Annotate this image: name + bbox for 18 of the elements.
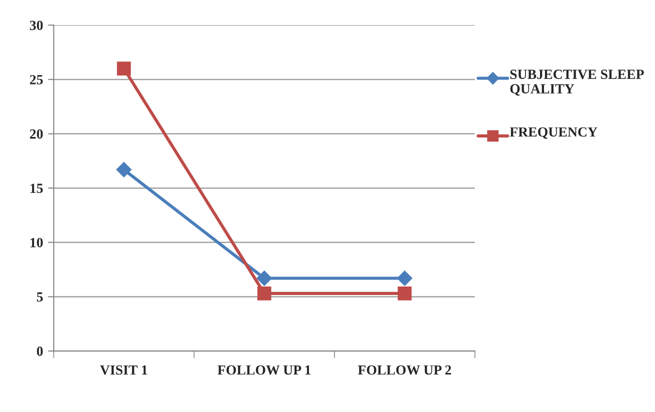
y-tick-label: 5 (36, 292, 43, 302)
legend-label: FREQUENCY (510, 127, 598, 139)
point (256, 270, 272, 286)
point (257, 286, 272, 300)
x-tick-label: VISIT 1 (100, 365, 148, 375)
x-tick-label: FOLLOW UP 1 (218, 365, 311, 375)
x-tick-label: FOLLOW UP 2 (358, 365, 452, 375)
y-tick-label: 20 (30, 129, 43, 139)
y-tick-label: 10 (30, 238, 43, 248)
legend-label: SUBJECTIVE SLEEP QUALITY (510, 70, 644, 96)
point (116, 62, 131, 76)
y-tick-label: 15 (30, 184, 43, 194)
point (398, 286, 412, 300)
y-tick-label: 0 (36, 346, 43, 356)
y-tick-label: 30 (30, 20, 43, 30)
point (116, 162, 132, 178)
point (397, 270, 412, 286)
y-tick-label: 25 (30, 75, 43, 84)
